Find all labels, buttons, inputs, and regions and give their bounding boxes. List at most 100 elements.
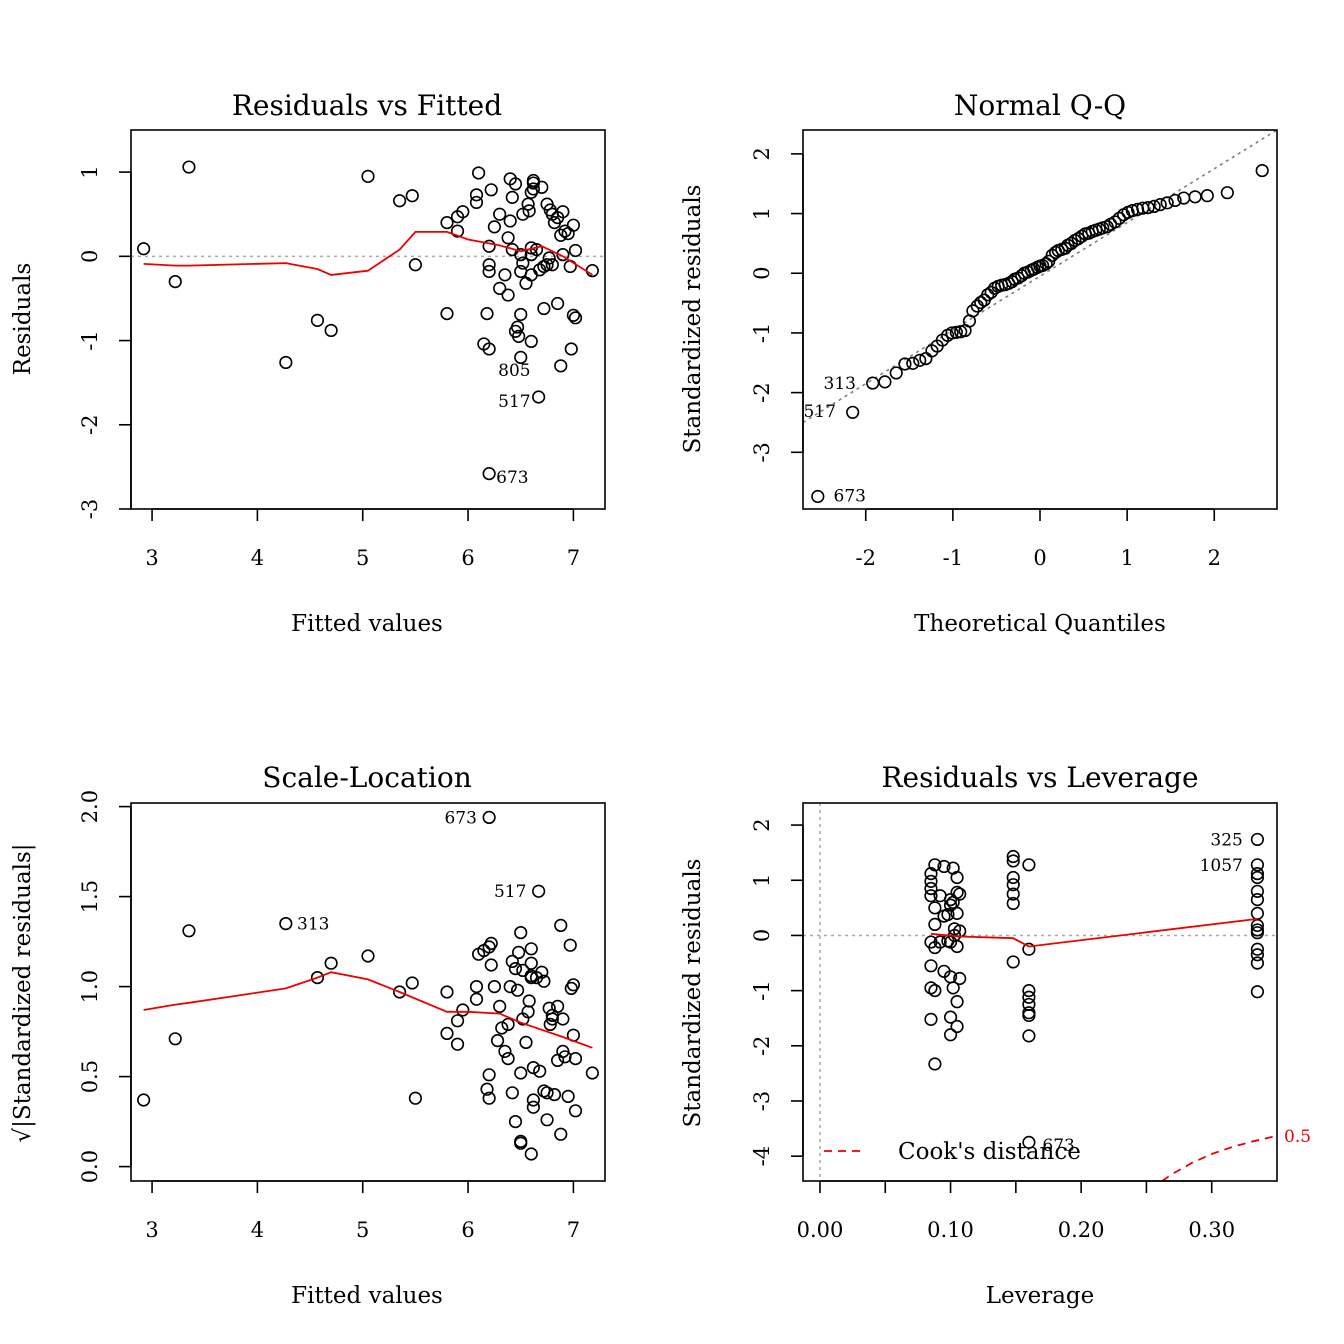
point-label: 517 (494, 882, 526, 902)
data-point (950, 885, 964, 899)
data-point (933, 935, 947, 949)
data-point (564, 342, 578, 356)
data-point (508, 961, 523, 976)
data-point (568, 1104, 583, 1118)
data-point (953, 887, 967, 901)
data-point (405, 976, 419, 990)
data-point (1022, 1008, 1036, 1023)
x-tick-label: 7 (567, 546, 580, 570)
y-tick-label: 2 (750, 147, 774, 160)
data-point (522, 204, 536, 218)
data-point (811, 489, 825, 504)
data-point (898, 357, 912, 371)
data-point (524, 1147, 538, 1161)
x-tick-label: 2 (1208, 546, 1221, 570)
data-point (556, 1012, 570, 1026)
y-tick-label: -3 (750, 1091, 774, 1111)
data-point (1022, 1135, 1036, 1149)
data-point (408, 258, 423, 272)
x-tick-label: 4 (251, 1218, 264, 1242)
panel-title: Scale-Location (262, 761, 471, 794)
data-point (532, 884, 546, 898)
data-point (324, 323, 338, 338)
data-point (408, 1091, 423, 1105)
y-axis: -3 -2 -1 0 1 (78, 165, 132, 519)
data-point (928, 984, 942, 998)
data-point (535, 180, 549, 194)
data-point (1108, 215, 1122, 229)
x-axis-label: Fitted values (291, 1283, 443, 1309)
data-point (440, 985, 454, 999)
data-point (524, 970, 538, 985)
data-point (440, 216, 454, 230)
x-tick-label: 0.00 (797, 1218, 844, 1242)
data-point (1200, 189, 1214, 203)
data-point (928, 901, 942, 915)
data-point (524, 956, 538, 970)
data-point (514, 925, 528, 940)
data-point (556, 248, 570, 262)
data-point (943, 1028, 958, 1042)
data-point (482, 239, 496, 253)
data-point (1250, 870, 1265, 885)
y-tick-label: -3 (750, 442, 774, 462)
data-point (950, 939, 964, 954)
data-point (1250, 956, 1265, 970)
x-tick-label: 6 (461, 1218, 474, 1242)
y-tick-label: 0.0 (78, 1150, 102, 1183)
y-tick-label: 1 (750, 874, 774, 887)
x-tick-label: 6 (461, 546, 474, 570)
x-tick-label: 4 (251, 546, 264, 570)
data-point (950, 1019, 964, 1034)
data-point (1147, 199, 1161, 213)
data-point (1250, 942, 1265, 956)
data-point (519, 1035, 533, 1049)
data-point (1022, 1029, 1036, 1043)
y-axis-label: √|Standardized residuals| (10, 843, 36, 1142)
y-tick-label: 2.0 (78, 790, 102, 823)
data-point (490, 1033, 505, 1048)
data-point (503, 979, 517, 994)
data-point (440, 1026, 454, 1040)
data-point (526, 1100, 540, 1114)
x-tick-label: -1 (943, 546, 963, 570)
plot-area: 805 517 673 3 4 5 6 7 -3 -2 -1 0 1 (78, 129, 606, 570)
y-tick-label: 0 (78, 250, 102, 263)
data-point (924, 874, 938, 888)
point-label: 1057 (1200, 856, 1243, 876)
x-axis-label: Fitted values (291, 611, 443, 637)
point-label: 805 (498, 361, 530, 381)
scale-location-panel: Scale-Location Fitted values √|Standardi… (10, 761, 606, 1309)
data-point (974, 295, 988, 310)
x-tick-label: 1 (1120, 546, 1133, 570)
x-tick-label: 3 (145, 1218, 158, 1242)
point-label: 313 (824, 374, 856, 394)
plot-marks: 313 517 673 (803, 130, 1277, 506)
data-point (469, 188, 484, 202)
data-point (393, 194, 407, 208)
data-point (928, 917, 942, 932)
y-tick-label: -3 (78, 499, 102, 519)
x-axis: 3 4 5 6 7 (145, 508, 580, 570)
y-tick-label: 0 (750, 929, 774, 942)
smooth-line (143, 230, 593, 276)
x-axis-label: Leverage (986, 1283, 1095, 1309)
y-tick-label: -1 (78, 330, 102, 350)
data-point (482, 1091, 496, 1105)
data-point (1006, 878, 1020, 892)
data-point (1039, 257, 1053, 271)
data-point (1006, 854, 1020, 868)
data-point (501, 288, 515, 302)
data-point (568, 1051, 583, 1066)
data-point (542, 251, 556, 265)
x-axis-label: Theoretical Quantiles (914, 611, 1166, 637)
data-point (487, 979, 502, 994)
data-point (501, 1017, 515, 1032)
data-point (924, 981, 938, 995)
data-point (512, 329, 526, 343)
data-point (393, 985, 407, 999)
data-point (950, 870, 964, 885)
data-point (521, 197, 535, 211)
x-axis: 0.00 0.10 0.20 0.30 (797, 1180, 1235, 1242)
data-point (310, 313, 325, 327)
